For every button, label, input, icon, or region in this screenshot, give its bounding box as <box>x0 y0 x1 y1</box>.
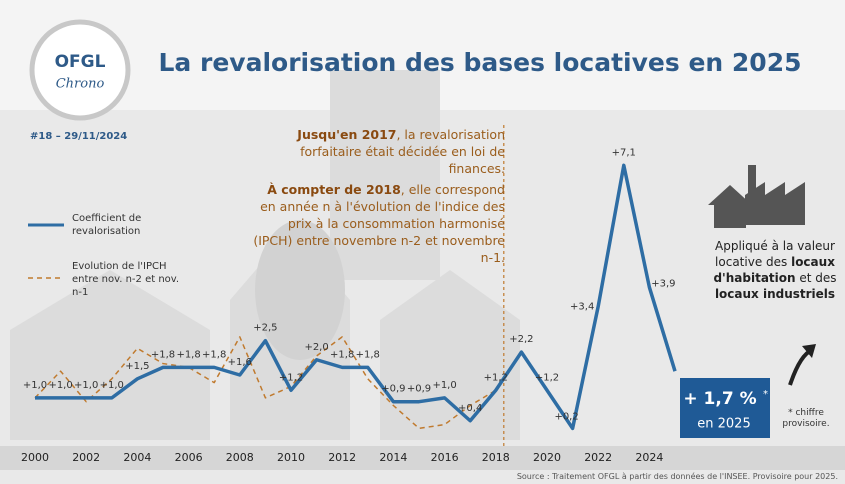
x-tick-label: 2004 <box>123 451 151 464</box>
annotation-text: À compter de 2018 <box>267 182 401 197</box>
value-label: +1,8 <box>151 349 175 360</box>
value-label: +2,5 <box>253 323 277 334</box>
value-label: +1,8 <box>356 349 380 360</box>
x-tick-label: 2018 <box>482 451 510 464</box>
value-label: +3,4 <box>570 301 594 312</box>
value-label: +1,8 <box>176 349 200 360</box>
footnote: * chiffre provisoire. <box>776 408 836 430</box>
x-tick-label: 2014 <box>379 451 407 464</box>
value-label: +1,6 <box>228 357 252 368</box>
chart-title: La revalorisation des bases locatives en… <box>159 48 802 77</box>
x-tick-label: 2006 <box>175 451 203 464</box>
value-label: +0,4 <box>458 403 482 414</box>
value-label: +1,2 <box>279 372 303 383</box>
value-label: +0,9 <box>381 384 405 395</box>
value-label: +1,0 <box>74 380 98 391</box>
x-tick-label: 2008 <box>226 451 254 464</box>
annotation-paragraph: À compter de 2018, elle correspond en an… <box>250 181 505 266</box>
value-label: +1,2 <box>535 372 559 383</box>
side-note-text: locaux industriels <box>715 287 835 301</box>
value-label: +0,2 <box>554 411 578 422</box>
side-note: Appliqué à la valeur locative des locaux… <box>705 238 845 302</box>
annotation-paragraph: Jusqu'en 2017, la revalorisation forfait… <box>250 126 505 177</box>
value-label: +0,9 <box>407 384 431 395</box>
highlight-star: * <box>763 389 768 400</box>
highlight-caption: en 2025 <box>697 417 750 432</box>
x-tick-label: 2020 <box>533 451 561 464</box>
x-tick-label: 2010 <box>277 451 305 464</box>
legend-label: Evolution de l'IPCH entre nov. n-2 et no… <box>72 260 182 299</box>
value-label: +1,0 <box>48 380 72 391</box>
side-note-text: et des <box>796 271 837 285</box>
arrow <box>790 350 812 385</box>
x-tick-label: 2016 <box>431 451 459 464</box>
value-label: +7,1 <box>612 147 636 158</box>
logo-bottom: Chrono <box>56 77 105 92</box>
value-label: +1,0 <box>23 380 47 391</box>
x-tick-label: 2002 <box>72 451 100 464</box>
annotation-text: Jusqu'en 2017 <box>297 127 396 142</box>
issue: #18 – 29/11/2024 <box>30 131 127 142</box>
x-tick-label: 2000 <box>21 451 49 464</box>
value-label: +2,2 <box>509 334 533 345</box>
value-label: +1,0 <box>432 380 456 391</box>
highlight-value: + 1,7 % <box>683 389 756 409</box>
value-label: +2,0 <box>304 342 328 353</box>
factory-icon <box>708 165 805 228</box>
logo-top: OFGL <box>55 52 106 72</box>
value-label: +3,9 <box>651 278 675 289</box>
value-label: +1,8 <box>202 349 226 360</box>
x-tick-label: 2012 <box>328 451 356 464</box>
value-label: +1,5 <box>125 361 149 372</box>
annotation: Jusqu'en 2017, la revalorisation forfait… <box>250 126 505 270</box>
infographic: OFGL Chrono #18 – 29/11/2024 La revalori… <box>0 0 845 484</box>
source: Source : Traitement OFGL à partir des do… <box>400 472 838 481</box>
value-label: +1,8 <box>330 349 354 360</box>
legend-label: Coefficient de revalorisation <box>72 212 182 238</box>
value-label: +1,0 <box>100 380 124 391</box>
value-label: +1,2 <box>484 372 508 383</box>
x-tick-label: 2022 <box>584 451 612 464</box>
x-tick-label: 2024 <box>635 451 663 464</box>
